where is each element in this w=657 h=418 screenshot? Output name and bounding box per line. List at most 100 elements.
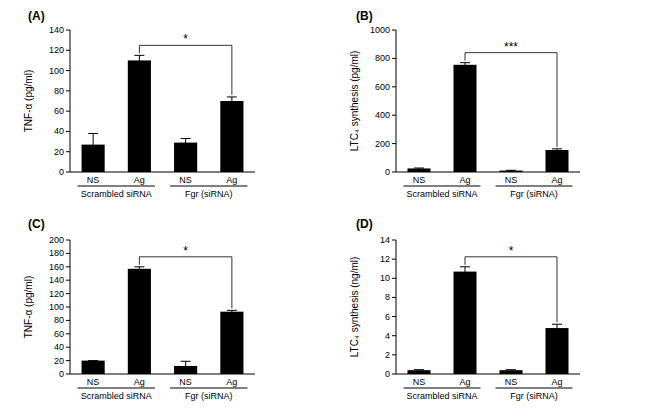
error-line [557, 324, 558, 332]
y-tick-label: 0 [385, 167, 390, 177]
y-axis [396, 30, 397, 172]
bar [500, 171, 523, 172]
error-cap [414, 369, 424, 370]
y-tick [66, 30, 70, 31]
error-cap [552, 324, 562, 325]
y-tick-label: 80 [54, 86, 64, 96]
significance-bracket [139, 257, 232, 309]
panel-label: (A) [28, 9, 45, 23]
error-bar [552, 149, 562, 151]
y-axis-label: TNF-α (pg/ml) [23, 276, 34, 338]
y-tick [392, 58, 396, 59]
error-bar [227, 97, 237, 105]
group-line [404, 186, 481, 187]
bar [408, 168, 431, 172]
y-axis [70, 30, 71, 172]
group-line [78, 186, 155, 187]
group-line [170, 388, 247, 389]
significance-label: * [183, 244, 188, 258]
error-cap [181, 361, 191, 362]
y-tick-label: 0 [59, 369, 64, 379]
y-tick-label: 200 [375, 139, 390, 149]
error-line [93, 133, 94, 155]
error-bar [181, 361, 191, 370]
group-line [404, 388, 481, 389]
error-cap [227, 310, 237, 311]
y-tick [392, 297, 396, 298]
bar [174, 143, 197, 172]
group-label: Scrambled siRNA [406, 189, 477, 199]
bar [82, 361, 105, 374]
error-line [465, 267, 466, 277]
group-line [496, 186, 573, 187]
y-tick-label: 20 [54, 147, 64, 157]
marks [82, 267, 244, 374]
y-tick-label: 1000 [370, 25, 390, 35]
error-cap [88, 360, 98, 361]
error-cap [552, 148, 562, 149]
y-tick-label: 6 [385, 312, 390, 322]
error-line [185, 139, 186, 147]
panel-label: (B) [356, 9, 373, 23]
y-tick [66, 266, 70, 267]
y-tick [66, 280, 70, 281]
error-cap [181, 138, 191, 139]
y-tick [66, 240, 70, 241]
y-tick-label: 60 [54, 106, 64, 116]
group-label: Fgr (siRNA) [510, 391, 558, 401]
group-label: Fgr (siRNA) [510, 189, 558, 199]
y-tick [392, 30, 396, 31]
y-tick-label: 100 [49, 66, 64, 76]
bar [500, 370, 523, 374]
x-tick-label: NS [179, 175, 192, 185]
error-bar [134, 55, 144, 65]
y-tick-label: 4 [385, 331, 390, 341]
bar [454, 272, 477, 374]
y-tick [66, 253, 70, 254]
x-tick-label: NS [179, 377, 192, 387]
panel: (C)020406080100120140160180200TNF-α (pg/… [23, 217, 255, 401]
group-label: Scrambled siRNA [406, 391, 477, 401]
significance-bracket [139, 45, 232, 95]
group-label: Scrambled siRNA [81, 391, 152, 401]
x-tick-label: NS [505, 377, 518, 387]
y-tick-label: 200 [49, 235, 64, 245]
panel: (B)02004006008001000LTC₄ synthesis (pg/m… [349, 9, 580, 199]
error-line [139, 267, 140, 271]
group-label: Fgr (siRNA) [185, 189, 233, 199]
bar [220, 312, 243, 374]
y-tick [392, 143, 396, 144]
error-bar [414, 168, 424, 170]
significance-bracket [465, 257, 557, 322]
x-tick-label: Ag [226, 377, 237, 387]
y-tick [66, 360, 70, 361]
error-cap [134, 55, 144, 56]
y-axis-label: TNF-α (pg/ml) [23, 70, 34, 132]
group-label: Scrambled siRNA [81, 189, 152, 199]
y-tick [392, 374, 396, 375]
x-tick-label: NS [87, 175, 100, 185]
error-bar [88, 133, 98, 155]
x-tick-label: NS [87, 377, 100, 387]
bar [546, 150, 569, 172]
y-tick [392, 86, 396, 87]
y-tick [66, 307, 70, 308]
significance-label: *** [504, 40, 518, 54]
y-tick-label: 10 [380, 273, 390, 283]
error-cap [460, 62, 470, 63]
bar [454, 65, 477, 172]
y-tick-label: 14 [380, 235, 390, 245]
y-tick [66, 347, 70, 348]
error-bar [181, 139, 191, 147]
error-cap [134, 266, 144, 267]
bar [546, 328, 569, 374]
marks [408, 63, 569, 172]
x-tick-label: Ag [551, 175, 562, 185]
x-tick-label: NS [413, 175, 426, 185]
error-cap [414, 168, 424, 169]
group-label: Fgr (siRNA) [185, 391, 233, 401]
y-tick [392, 335, 396, 336]
y-tick [392, 240, 396, 241]
figure: (A)020406080100120140TNF-α (pg/ml)NSAgNS… [0, 0, 657, 418]
error-bar [552, 324, 562, 332]
